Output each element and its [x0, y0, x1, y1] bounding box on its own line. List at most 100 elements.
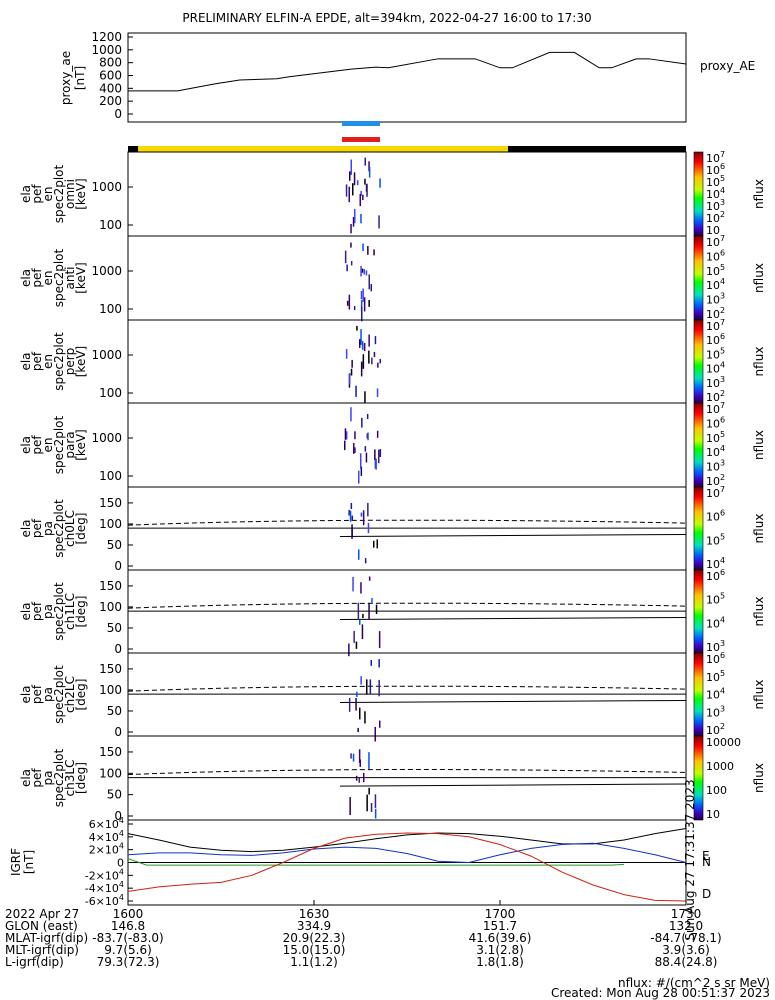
- colorbar-tick-label: 105: [706, 592, 725, 607]
- pitch-pixel: [368, 603, 370, 620]
- x-axis-row-value: 88.4(24.8): [655, 955, 718, 969]
- spectrogram-pixel: [374, 449, 376, 460]
- spectrogram-panel-1: [127, 235, 687, 322]
- colorbar-tick-exponent: 5: [720, 430, 725, 439]
- x-tick-label: 1700: [485, 907, 516, 921]
- anti-loss-cone-line: [127, 602, 687, 609]
- spectrogram-pixel: [367, 432, 369, 441]
- colorbar-tick-exponent: 3: [720, 459, 725, 468]
- bfield-legend-N: N: [702, 855, 711, 869]
- pitch-pixel: [353, 630, 355, 643]
- x-axis-date: 2022 Apr 27: [5, 907, 79, 921]
- colorbar-tick-label: 10: [706, 808, 720, 821]
- pitch-pixel: [359, 707, 361, 720]
- colorbar-strip: [693, 652, 704, 737]
- spec-y-label: omni: [63, 179, 77, 209]
- colorbar-tick-exponent: 6: [720, 162, 725, 171]
- bfield-y-tick-exponent: 4: [119, 867, 124, 876]
- pitch-pixel: [378, 659, 380, 668]
- x-axis-row-value: 9.7(5.6): [104, 943, 152, 957]
- spectrogram-pixel: [346, 264, 348, 272]
- colorbar-tick-label: 100: [706, 784, 727, 797]
- spectrogram-pixel: [371, 357, 373, 365]
- pitch-pixel: [364, 711, 366, 724]
- x-axis-row-label: GLON (east): [5, 919, 78, 933]
- colorbar-tick-exponent: 6: [720, 509, 725, 518]
- spectrogram-pixel: [344, 250, 347, 264]
- pitch-pixel: [355, 698, 357, 711]
- colorbar-label: nflux: [752, 430, 766, 460]
- spectrogram-pixel: [361, 306, 363, 322]
- pitch-pixel: [369, 679, 372, 695]
- colorbar-tick-exponent: 3: [720, 198, 725, 207]
- bfield-series-E: [127, 828, 687, 853]
- spectrogram-pixel: [353, 443, 355, 454]
- pitch-y-label: pa: [41, 521, 55, 536]
- spectrogram-pixel: [373, 249, 375, 256]
- pitch-pixel: [374, 794, 377, 808]
- pitch-pixel: [357, 727, 359, 733]
- spec-y-label: [keV]: [74, 429, 88, 460]
- spec-panel-frame: [127, 151, 687, 237]
- spectrogram-pixel: [368, 161, 370, 172]
- spectrogram-pixel: [360, 361, 363, 377]
- spectrogram-pixel: [348, 294, 351, 310]
- spec-y-tick-label: 100: [99, 218, 122, 232]
- pitch-pixel: [350, 753, 352, 759]
- spectrogram-pixel: [364, 391, 366, 403]
- ae-y-tick-label: 1200: [91, 30, 122, 44]
- pitch-pixel: [349, 510, 352, 522]
- pitch-y-tick-label: 150: [99, 579, 122, 593]
- spec-y-tick-label: 1000: [91, 264, 122, 278]
- spec-y-label: para: [63, 431, 77, 458]
- spectrogram-panel-2: [127, 319, 687, 404]
- spec-y-label: pef: [30, 268, 44, 288]
- spectrogram-pixel: [352, 183, 354, 196]
- colorbar-tick-exponent: 3: [720, 639, 725, 648]
- spectrogram-pixel: [378, 449, 380, 464]
- pitch-y-tick-label: 100: [99, 766, 122, 780]
- pitch-y-label: ch0LC: [63, 510, 77, 547]
- pitch-y-label: ela: [19, 769, 33, 787]
- ae-y-label: proxy_ae: [59, 51, 73, 105]
- pitch-panel-2: [127, 652, 687, 742]
- colorbar-strip: [693, 735, 704, 821]
- spectrogram-pixel: [350, 159, 352, 175]
- x-axis-row-value: 41.6(39.6): [469, 931, 532, 945]
- spectrogram-pixel: [360, 300, 363, 312]
- x-axis-row-value: -84.7(-78.1): [650, 931, 721, 945]
- bfield-y-tick-exponent: 4: [119, 893, 124, 902]
- x-axis-row-value: 146.8: [111, 919, 145, 933]
- spectrogram-pixel: [354, 447, 356, 453]
- colorbar-tick-label: 106: [706, 651, 725, 666]
- colorbar-7: 10000 1000 100 10: [693, 735, 741, 821]
- spectrogram-pixel: [370, 284, 372, 292]
- pitch-pixel: [348, 643, 350, 657]
- spectrogram-pixel: [345, 349, 348, 359]
- spec-y-label: en: [41, 438, 55, 453]
- spectrogram-pixel: [365, 452, 368, 463]
- spectrogram-pixel: [365, 270, 368, 276]
- spec-y-tick-label: 100: [99, 386, 122, 400]
- spec-y-label: perp: [63, 348, 77, 376]
- spectrogram-panel-3: [127, 402, 687, 488]
- spectrogram-pixel: [356, 325, 358, 331]
- x-axis-row-value: 132.0: [669, 919, 703, 933]
- loss-cone-line: [339, 533, 687, 538]
- footer-created: Created: Mon Aug 28 00:51:37 2023: [551, 986, 770, 1000]
- loss-cone-line: [339, 616, 687, 621]
- colorbar-tick-label: 102: [706, 722, 725, 737]
- pitch-y-label: ch1LC: [63, 593, 77, 630]
- bfield-y-tick-exponent: 4: [119, 829, 124, 838]
- spectrogram-pixel: [368, 274, 370, 290]
- science-segment-blue: [342, 121, 380, 126]
- spectrogram-pixel: [376, 430, 379, 438]
- colorbar-tick-exponent: 4: [720, 186, 725, 195]
- spectrogram-pixel: [377, 362, 379, 368]
- colorbar-tick-exponent: 3: [720, 704, 725, 713]
- pitch-pixel: [373, 540, 375, 548]
- spec-y-label: [keV]: [74, 346, 88, 377]
- colorbar-tick-label: 103: [706, 292, 725, 307]
